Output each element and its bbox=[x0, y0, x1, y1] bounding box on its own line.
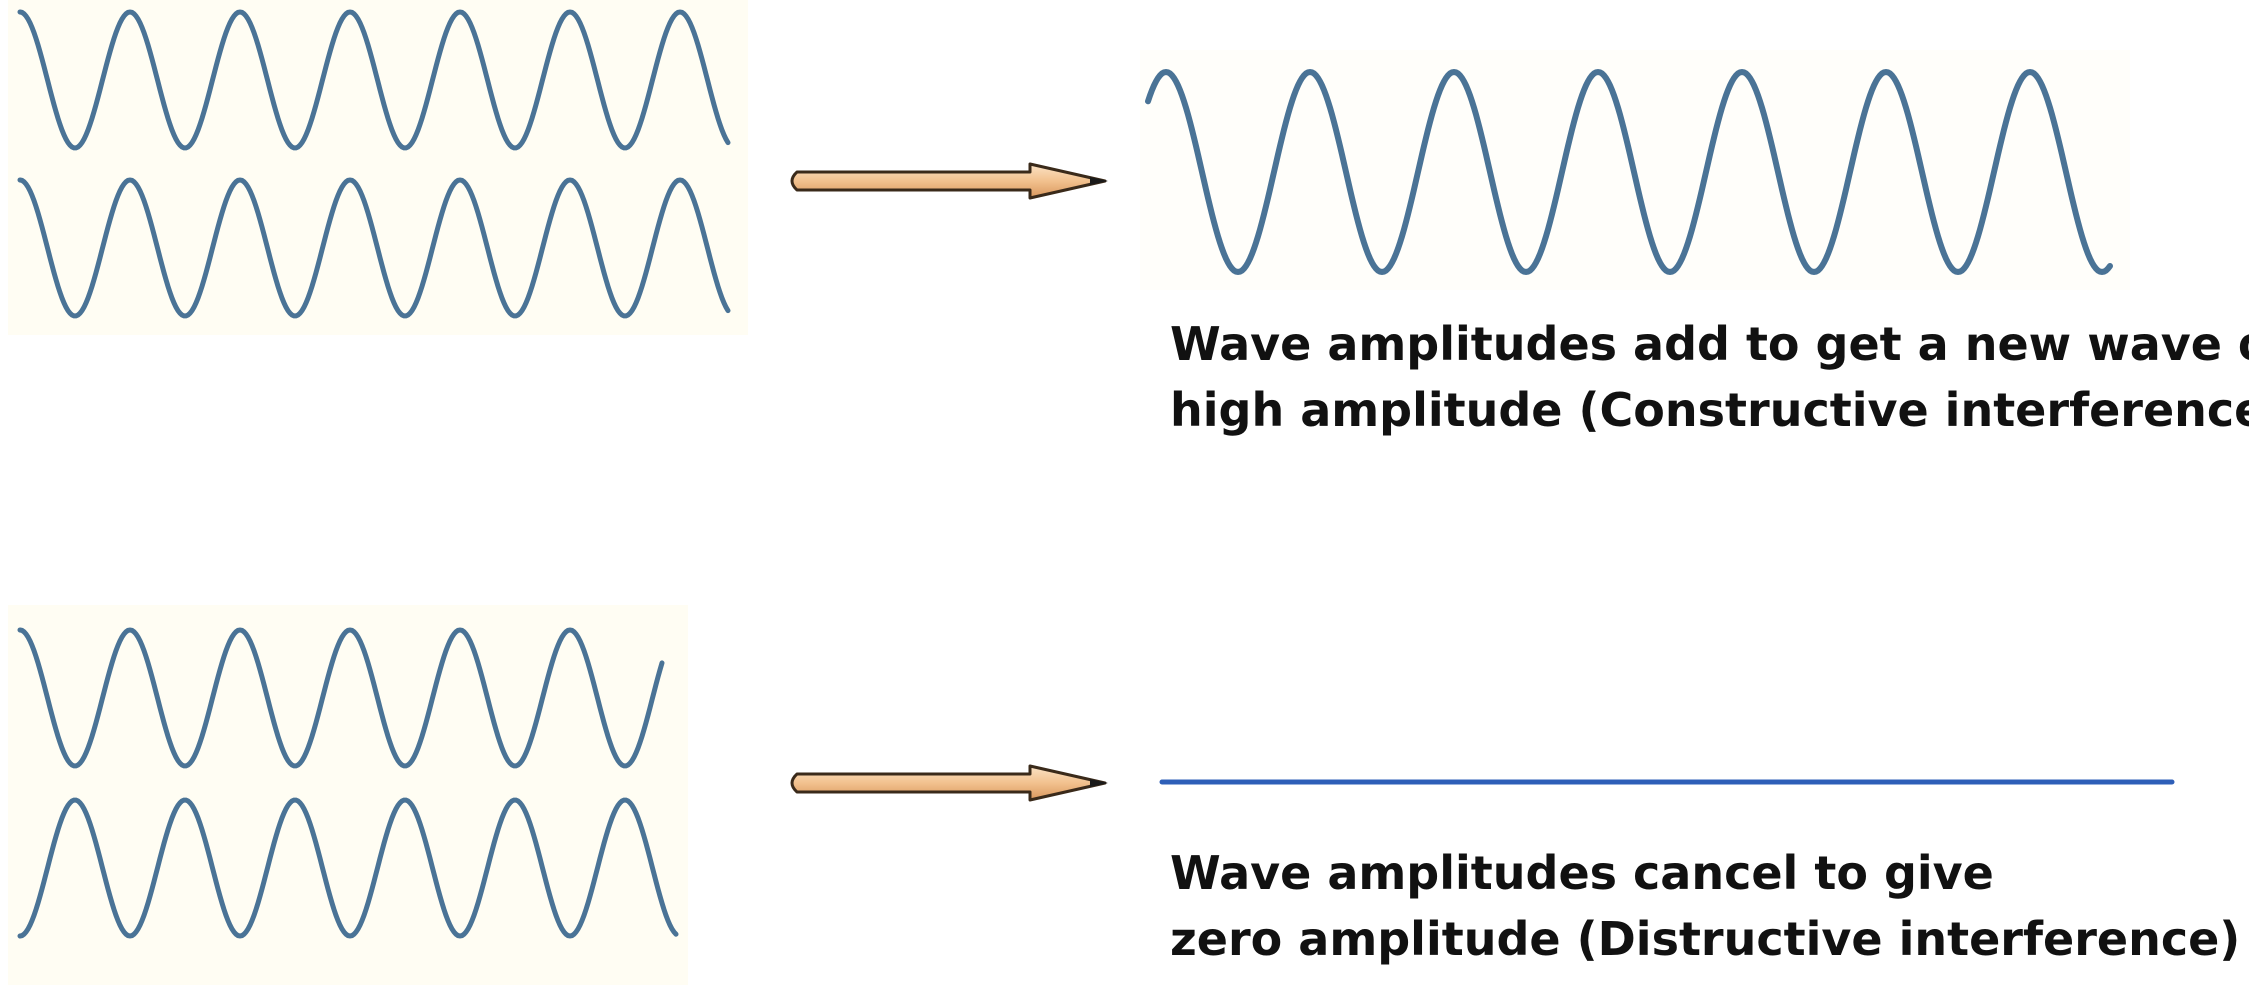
constructive-input-panel bbox=[8, 0, 748, 335]
destructive-caption-line-2: zero amplitude (Distructive interference… bbox=[1170, 912, 2241, 966]
constructive-input-wave-1 bbox=[17, 9, 731, 151]
constructive-caption-line-1: Wave amplitudes add to get a new wave of bbox=[1170, 317, 2249, 371]
destructive-input-wave-1 bbox=[17, 627, 665, 769]
destructive-caption: Wave amplitudes cancel to give zero ampl… bbox=[1170, 840, 2240, 972]
constructive-input-wave-2 bbox=[17, 177, 731, 319]
destructive-arrow bbox=[790, 764, 1108, 802]
destructive-input-panel bbox=[8, 605, 688, 985]
destructive-input-wave-2 bbox=[17, 797, 679, 939]
constructive-arrow bbox=[790, 162, 1108, 200]
constructive-result-wave bbox=[1145, 68, 2113, 276]
constructive-caption: Wave amplitudes add to get a new wave of… bbox=[1170, 311, 2249, 443]
constructive-caption-line-2: high amplitude (Constructive interferenc… bbox=[1170, 383, 2249, 437]
destructive-caption-line-1: Wave amplitudes cancel to give bbox=[1170, 846, 1994, 900]
